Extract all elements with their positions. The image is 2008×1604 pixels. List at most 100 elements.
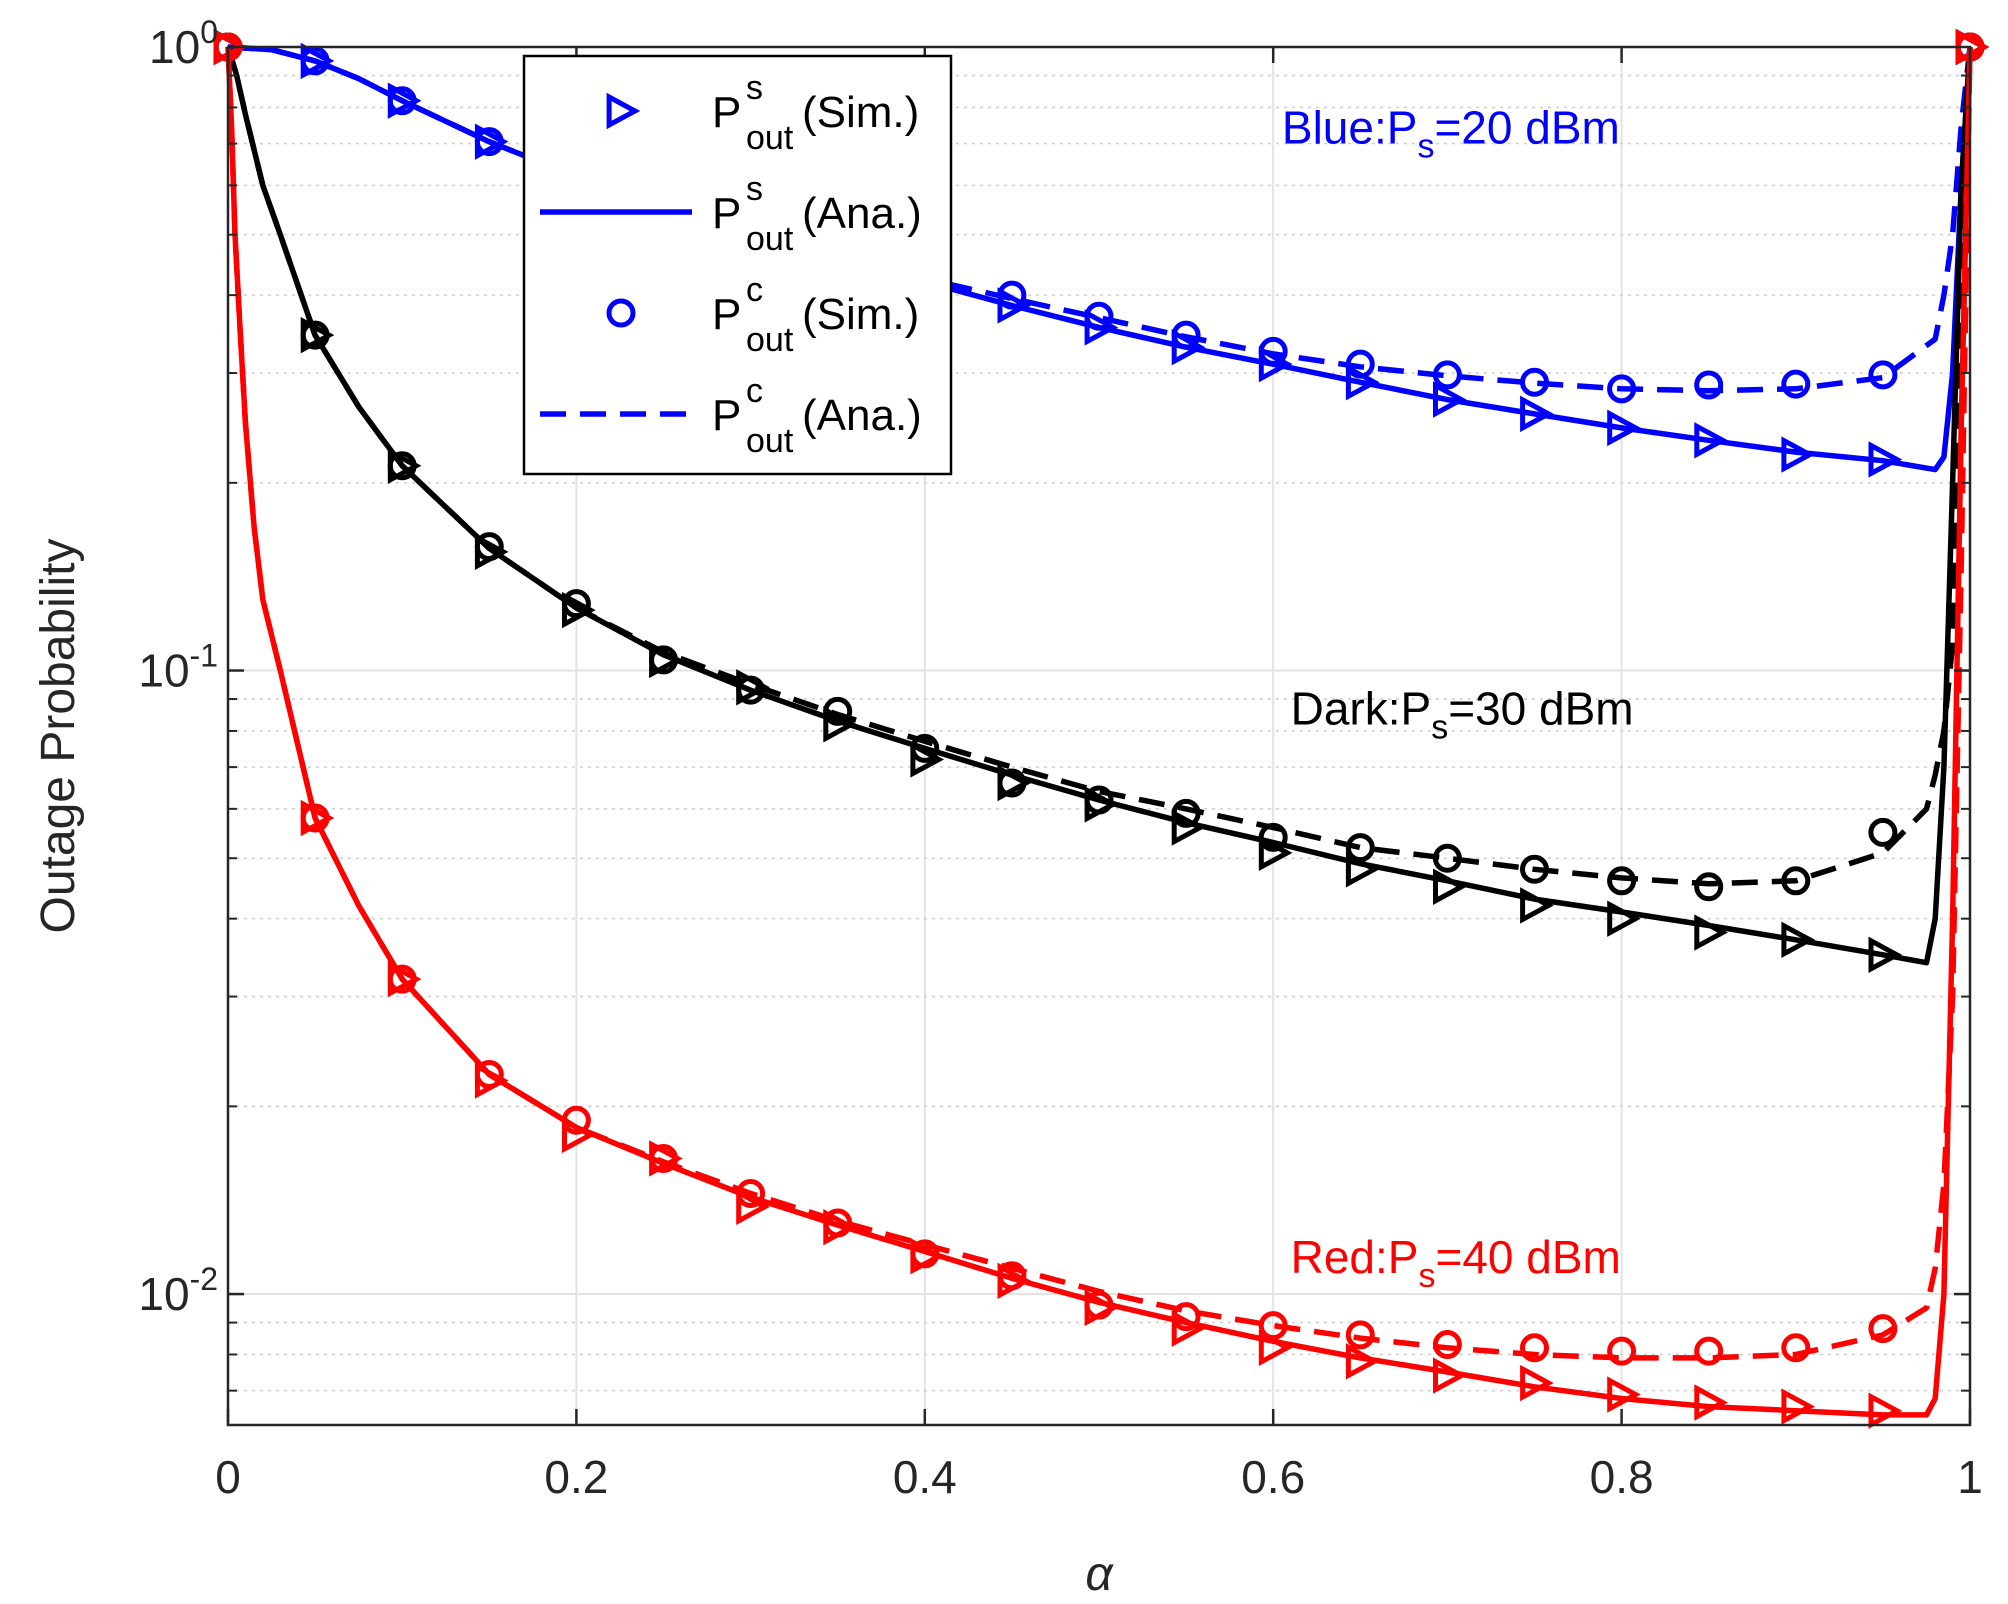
pso-sim-marker [1781, 921, 1816, 958]
legend-label-sup: c [746, 372, 763, 410]
pso-analytical-line [225, 46, 1973, 1418]
pco-sim-marker [1694, 1336, 1724, 1366]
pco-sim-marker [1432, 360, 1462, 390]
pso-sim-marker [1781, 436, 1816, 473]
y-tick-label: 10-1 [138, 638, 218, 697]
legend-label-sub: out [746, 422, 794, 460]
pco-sim-marker [561, 589, 591, 619]
pco-sim-marker [1171, 320, 1201, 350]
legend-label-sup: c [746, 271, 763, 309]
pco-sim-marker [1781, 369, 1811, 399]
legend-label-sup: s [746, 69, 763, 107]
pso-sim-marker [1345, 1343, 1380, 1380]
x-tick-label: 0.8 [1590, 1451, 1654, 1503]
pco-sim-marker [1432, 843, 1462, 873]
pco-sim-marker [736, 675, 766, 705]
pco-sim-marker [1345, 833, 1375, 863]
legend-marker-triangle [606, 92, 641, 130]
pco-sim-marker [561, 1105, 591, 1135]
pso-sim-marker [1520, 395, 1554, 433]
legend-label-suffix: (Ana.) [802, 391, 922, 440]
legend-label-suffix: (Sim.) [802, 88, 919, 137]
x-tick-label: 0 [215, 1451, 241, 1503]
pso-sim-marker [1607, 409, 1641, 447]
pco-sim-marker [474, 127, 504, 157]
pco-sim-marker [1694, 370, 1724, 400]
pso-sim-marker [1084, 309, 1119, 346]
pco-sim-marker [1084, 785, 1114, 815]
pco-sim-marker [474, 532, 504, 562]
pso-sim-marker [562, 1116, 596, 1154]
pso-sim-marker [1258, 345, 1293, 383]
pso-sim-marker [1868, 1392, 1903, 1429]
pso-sim-marker [823, 706, 857, 743]
pco-sim-marker [1171, 1302, 1201, 1332]
x-tick-label: 0.4 [893, 1451, 957, 1503]
pso-sim-marker [1607, 900, 1641, 937]
pco-sim-marker [1258, 1311, 1288, 1341]
pco-sim-marker [997, 768, 1027, 798]
pso-sim-marker [1607, 1376, 1641, 1413]
pso-sim-marker [1345, 851, 1380, 888]
pso-sim-marker [1433, 381, 1467, 418]
pco-sim-marker [1084, 1290, 1114, 1320]
pco-sim-marker [823, 1208, 853, 1238]
pso-sim-marker [1171, 809, 1206, 846]
pco-sim-marker [910, 733, 940, 763]
pco-analytical-line [225, 46, 1973, 1361]
pco-sim-marker [1520, 854, 1549, 884]
pso-sim-marker [1171, 1310, 1206, 1347]
pco-sim-marker [736, 1178, 766, 1208]
pco-sim-marker [649, 1143, 678, 1173]
legend-label-sub: out [746, 119, 794, 157]
annotation-layer: Blue:Ps=20 dBm Dark:Ps=30 dBm Red:Ps=40 dB… [1282, 102, 1634, 1296]
x-tick-label: 0.2 [544, 1451, 608, 1503]
pso-sim-marker [910, 741, 945, 778]
pso-sim-marker [1868, 441, 1903, 478]
pco-sim-marker [1258, 822, 1288, 852]
pco-sim-marker [387, 451, 417, 481]
pso-sim-marker [1781, 1388, 1816, 1425]
tick-label-layer: 0 0.2 0.4 0.6 0.8 1 100 10-1 10-2 [138, 14, 1982, 1503]
pso-sim-marker [1258, 1329, 1293, 1366]
pso-sim-marker [1694, 1384, 1728, 1421]
pco-sim-marker [1345, 1320, 1375, 1350]
pco-sim-marker [910, 1239, 940, 1269]
pso-sim-marker [1694, 914, 1728, 951]
annotation-label: Dark:Ps=30 dBm [1291, 682, 1634, 746]
legend-label-sup: s [746, 170, 763, 208]
pco-sim-marker [1084, 301, 1114, 331]
pco-sim-marker [1781, 866, 1811, 896]
pso-sim-marker [1520, 887, 1554, 924]
plot-frame [226, 45, 1972, 1427]
y-tick-label: 10-2 [138, 1261, 218, 1320]
pco-sim-marker [1607, 866, 1637, 896]
pco-sim-marker [649, 645, 678, 675]
legend-marker-circle [606, 298, 636, 328]
legend-label-sub: out [746, 321, 794, 359]
pso-sim-marker [1433, 868, 1467, 905]
x-tick-label: 1 [1957, 1451, 1983, 1503]
pco-sim-marker [997, 1261, 1027, 1291]
legend-box [522, 54, 953, 476]
legend-label-suffix: (Sim.) [802, 290, 919, 339]
pco-sim-marker [387, 964, 417, 994]
pso-sim-marker [1171, 329, 1206, 366]
pco-sim-marker [997, 280, 1027, 310]
legend-label-suffix: (Ana.) [802, 189, 922, 238]
pco-sim-marker [1432, 1330, 1462, 1360]
series-layer [213, 28, 1990, 1429]
pso-sim-marker [997, 287, 1032, 324]
pco-sim-marker [1781, 1333, 1811, 1363]
pco-sim-marker [1607, 1336, 1637, 1366]
pco-sim-marker [823, 696, 853, 726]
legend-label-base: P [712, 88, 741, 137]
pso-sim-marker [1433, 1357, 1467, 1394]
pso-sim-marker [1258, 834, 1293, 872]
annotation-label: Red:Ps=40 dBm [1291, 1231, 1621, 1295]
pso-sim-marker [736, 1188, 770, 1226]
pco-sim-marker [1171, 798, 1201, 828]
pco-sim-marker [300, 46, 330, 76]
